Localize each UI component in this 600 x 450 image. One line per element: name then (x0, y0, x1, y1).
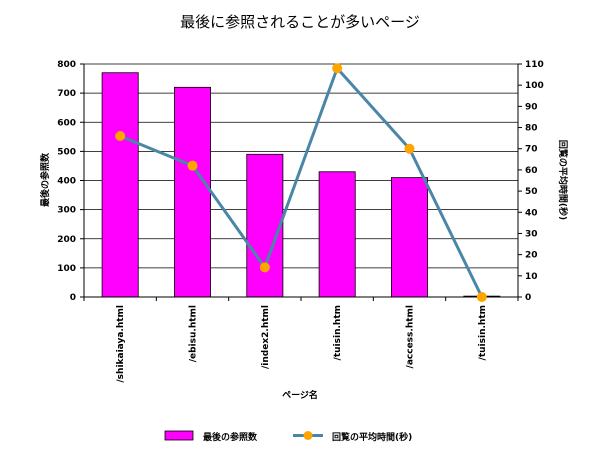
right-tick-label: 0 (525, 293, 531, 303)
line-point (259, 262, 270, 273)
left-tick-label: 300 (57, 206, 76, 216)
left-tick-label: 800 (57, 60, 76, 70)
right-tick-label: 10 (525, 272, 538, 282)
line-point (332, 63, 343, 74)
x-tick-label: /access.html (406, 305, 416, 368)
bar (318, 171, 356, 298)
right-tick-label: 50 (525, 187, 538, 197)
x-tick-label: /index2.html (261, 305, 271, 369)
right-axis-title: 回覧の平均時間(秒) (557, 140, 569, 220)
chart-title: 最後に参照されることが多いページ (180, 13, 420, 31)
legend-bar-swatch (164, 430, 194, 441)
right-tick-label: 40 (525, 208, 538, 218)
x-axis-title: ページ名 (282, 389, 318, 401)
legend-line-marker (303, 431, 313, 440)
bar (174, 86, 211, 298)
legend: 最後の参照数 回覧の平均時間(秒) (164, 430, 412, 443)
left-tick-label: 700 (57, 89, 76, 99)
series-line (119, 65, 484, 298)
right-axis-ticks: 0 10 20 30 40 50 60 70 80 90 100 110 (518, 60, 544, 303)
left-tick-label: 400 (57, 177, 76, 187)
right-tick-label: 30 (525, 229, 538, 239)
bar (101, 72, 139, 298)
right-tick-label: 100 (525, 81, 544, 91)
line-point (476, 292, 487, 302)
line-point (404, 143, 415, 154)
left-tick-label: 0 (70, 293, 76, 303)
legend-bar-label: 最後の参照数 (203, 431, 258, 443)
left-tick-label: 200 (57, 235, 76, 245)
x-tick-label: /ebisu.html (189, 305, 199, 362)
right-tick-label: 70 (525, 145, 538, 155)
bar-series (101, 72, 501, 298)
left-tick-label: 500 (57, 147, 76, 157)
x-tick-label: /tuisin.htm (333, 305, 343, 360)
x-axis-ticks: /shikaiaya.html/ebisu.html/index2.html/t… (83, 297, 519, 383)
legend-line-label: 回覧の平均時間(秒) (332, 431, 412, 443)
bar (246, 153, 284, 298)
right-tick-label: 60 (525, 166, 538, 176)
line-point (187, 160, 198, 171)
line-point (115, 131, 126, 142)
right-tick-label: 20 (525, 251, 538, 261)
right-tick-label: 110 (525, 60, 544, 70)
left-tick-label: 600 (57, 118, 76, 128)
x-tick-label: /shikaiaya.html (116, 305, 126, 383)
left-tick-label: 100 (57, 264, 76, 274)
bar (391, 177, 428, 298)
left-axis-title: 最後の参照数 (39, 152, 51, 207)
x-tick-label: /tuisin.htm (478, 305, 488, 360)
left-axis-ticks: 0 100 200 300 400 500 600 700 800 (57, 60, 84, 303)
line-series (115, 63, 487, 302)
right-tick-label: 80 (525, 124, 538, 134)
right-tick-label: 90 (525, 102, 538, 112)
gridlines (84, 63, 518, 298)
